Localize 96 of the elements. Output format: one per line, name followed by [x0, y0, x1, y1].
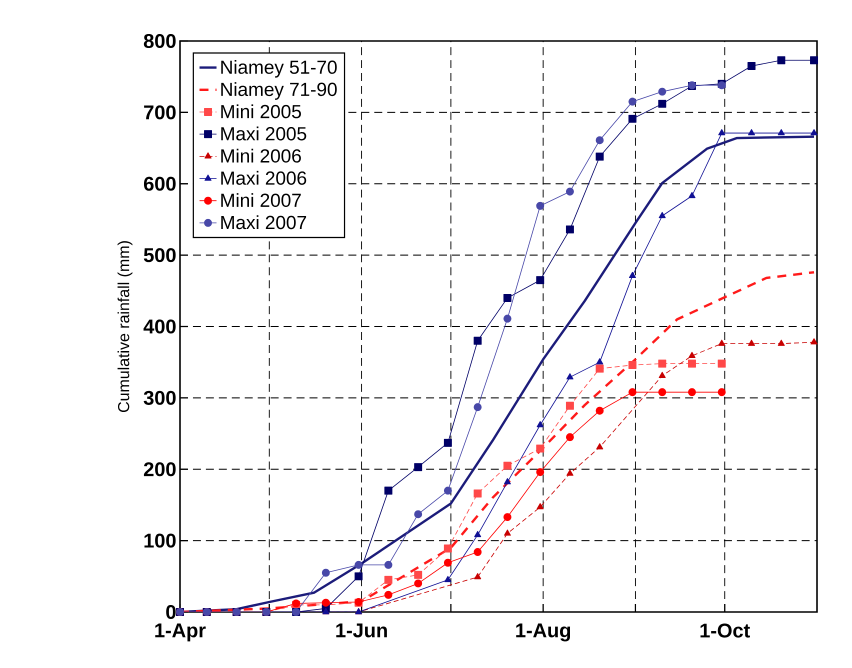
y-axis-title: Cumulative rainfall (mm): [118, 241, 132, 412]
point: [810, 338, 818, 344]
point: [688, 388, 696, 396]
point: [474, 573, 482, 580]
y-tick-label: 400: [144, 319, 176, 334]
point: [718, 340, 726, 346]
point: [596, 406, 604, 415]
x-tick-label: 1-Aug: [516, 623, 570, 642]
point: [536, 468, 544, 476]
point: [444, 486, 452, 495]
point: [536, 276, 544, 284]
point: [384, 486, 392, 495]
legend-label: Mini 2005: [221, 104, 301, 118]
point: [444, 438, 452, 447]
point: [354, 560, 363, 569]
point: [354, 572, 363, 580]
point: [688, 352, 696, 358]
point: [810, 56, 818, 64]
y-tick-label: 800: [144, 34, 176, 48]
point: [718, 360, 726, 368]
point: [536, 444, 544, 453]
point: [596, 443, 604, 450]
point: [504, 530, 511, 536]
y-tick-label: 300: [144, 390, 176, 405]
legend-label: Mini 2006: [221, 148, 301, 163]
x-tick-label: 1-Jun: [336, 623, 387, 638]
point: [444, 544, 452, 552]
point: [566, 402, 574, 410]
point: [566, 188, 574, 196]
point: [566, 373, 574, 380]
point: [777, 56, 786, 64]
legend-label: Maxi 2007: [221, 215, 306, 230]
point: [566, 433, 574, 442]
point: [658, 372, 666, 378]
point: [414, 510, 422, 518]
point: [628, 98, 636, 106]
point: [414, 463, 422, 472]
point: [658, 88, 666, 96]
point: [384, 560, 392, 569]
point: [503, 462, 512, 470]
point: [596, 136, 604, 144]
point: [474, 490, 482, 498]
point: [658, 360, 666, 368]
point: [748, 129, 756, 136]
point: [414, 570, 422, 579]
legend-label: Niamey 71-90: [221, 82, 337, 100]
point: [444, 576, 452, 582]
point: [474, 530, 482, 538]
point: [748, 340, 756, 346]
point: [444, 558, 452, 567]
point: [596, 358, 604, 364]
point: [628, 361, 636, 370]
point: [810, 129, 818, 136]
point: [688, 360, 696, 368]
point: [596, 364, 604, 373]
point: [596, 152, 604, 161]
point: [628, 272, 636, 278]
point: [384, 576, 392, 584]
point: [748, 62, 756, 70]
point: [503, 294, 512, 302]
point: [566, 225, 574, 234]
legend-label: Maxi 2006: [221, 170, 306, 185]
point: [503, 314, 512, 323]
point: [536, 421, 544, 428]
point: [658, 212, 666, 218]
point: [566, 470, 574, 476]
point: [688, 192, 696, 198]
point: [658, 388, 666, 396]
point: [718, 129, 726, 136]
y-tick-label: 500: [144, 248, 176, 262]
legend-label: Maxi 2005: [221, 126, 306, 140]
point: [474, 403, 482, 412]
legend-label: Mini 2007: [221, 193, 301, 208]
x-tick-label: 1-Apr: [155, 623, 206, 642]
point: [778, 129, 785, 136]
y-tick-label: 700: [144, 105, 176, 120]
y-tick-label: 600: [144, 176, 176, 191]
legend-label: Niamey 51-70: [221, 60, 337, 78]
y-tick-label: 200: [144, 462, 176, 476]
point: [414, 579, 422, 588]
point: [474, 336, 482, 345]
point: [718, 388, 726, 396]
point: [503, 513, 512, 522]
point: [628, 388, 636, 396]
point: [536, 202, 544, 210]
point: [504, 478, 511, 484]
point: [384, 590, 392, 599]
point: [628, 114, 636, 123]
y-tick-label: 0: [166, 604, 176, 620]
point: [778, 340, 785, 346]
x-tick-label: 1-Oct: [700, 623, 750, 638]
point: [536, 503, 544, 510]
point: [658, 100, 666, 108]
point: [474, 548, 482, 556]
y-tick-label: 100: [144, 534, 176, 548]
point: [322, 568, 330, 577]
